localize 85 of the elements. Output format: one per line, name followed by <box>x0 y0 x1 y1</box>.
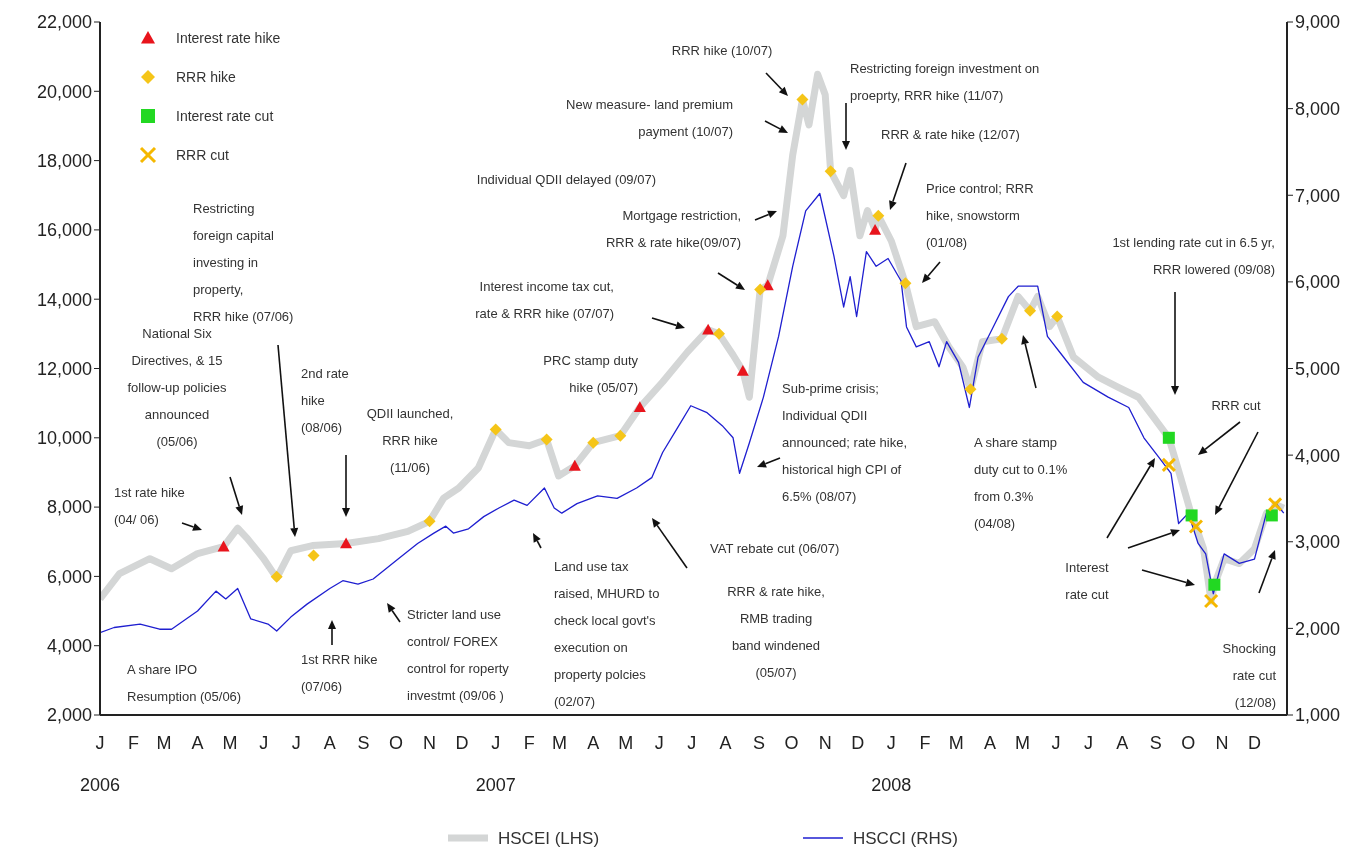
annotation: Stricter land use control/ FOREX control for roperty investmt (09/06 ) <box>407 606 510 703</box>
point <box>899 277 912 290</box>
point <box>1208 578 1221 591</box>
y-tick-label: 6,000 <box>46 566 92 587</box>
annotation: 1st rate hike (04/ 06) <box>114 484 185 527</box>
y-tick-label: 16,000 <box>36 220 92 241</box>
y-tick-label: 12,000 <box>36 358 92 379</box>
y-tick-label: 22,000 <box>36 12 92 33</box>
y2-tick-label: 6,000 <box>1295 272 1341 293</box>
point <box>307 549 320 562</box>
y-tick-label: 18,000 <box>36 150 92 171</box>
y2-tick-label: 2,000 <box>1295 618 1341 639</box>
annotation: New measure- land premium payment (10/07) <box>566 96 733 139</box>
annotation: Shocking rate cut (12/08) <box>1222 640 1277 710</box>
y-tick-label: 14,000 <box>36 289 92 310</box>
annotation: Interest income tax cut, rate & RRR hike (07/07) <box>475 278 614 321</box>
point <box>340 537 353 549</box>
y2-tick-label: 7,000 <box>1295 185 1341 206</box>
point <box>712 327 725 340</box>
annotation: RRR & rate hike, RMB trading band windened (05/07) <box>727 583 825 680</box>
point <box>964 383 977 396</box>
point <box>614 429 627 442</box>
annotation: Individual QDII delayed (09/07) <box>476 171 656 187</box>
annotation: RRR hike (10/07) <box>671 42 773 58</box>
annotation: A share stamp duty cut to 0.1% from 0.3% (04/08) <box>974 434 1068 531</box>
annotation: Sub-prime crisis; Individual QDII announced; rate hike, historical high CPI of 6.5% (08/07) <box>782 380 908 504</box>
point <box>1024 304 1037 317</box>
annotation: National Six Directives, & 15 follow-up policies announced (05/06) <box>127 325 227 449</box>
text: J F M A M J J A S O N D <box>491 733 865 753</box>
y-tick-label: 2,000 <box>46 705 92 726</box>
point <box>869 223 882 235</box>
annotation: QDII launched, RRR hike (11/06) <box>366 405 454 475</box>
y2-tick-label: 1,000 <box>1295 705 1341 726</box>
point <box>872 209 885 222</box>
annotation: Price control; RRR hike, snowstorm (01/08) <box>926 180 1034 250</box>
x-tick-label: 2006 <box>79 775 121 795</box>
annotation: Land use tax raised, MHURD to check local govt's execution on property polcies (02/07) <box>554 558 660 709</box>
point <box>1051 310 1064 323</box>
y2-tick-label: 8,000 <box>1295 99 1341 120</box>
y2-tick-label: 5,000 <box>1295 358 1341 379</box>
point <box>1162 431 1175 444</box>
y2-tick-label: 9,000 <box>1295 12 1341 33</box>
y-tick-label: 4,000 <box>46 636 92 657</box>
point <box>736 364 749 376</box>
legend-label: HSCEI (LHS) <box>498 828 600 848</box>
point <box>587 436 600 449</box>
text: J F M A M J J A S O N D <box>95 733 469 753</box>
point <box>1185 509 1198 522</box>
annotation: 1st lending rate cut in 6.5 yr, RRR lowered (09/08) <box>1112 234 1275 277</box>
annotation: 1st RRR hike (07/06) <box>301 651 378 694</box>
annotation: Restricting foreign investment on proeprty, RRR hike (11/07) <box>850 60 1040 103</box>
x-tick-label: 2007 <box>475 775 516 795</box>
legend-label: RRR cut <box>176 147 230 163</box>
legend-label: Interest rate cut <box>176 108 274 124</box>
annotation: Restricting foreign capital investing in property, RRR hike (07/06) <box>193 200 294 324</box>
annotation: RRR & rate hike (12/07) <box>881 126 1020 142</box>
point <box>270 570 283 583</box>
point <box>633 401 646 413</box>
point <box>995 332 1008 345</box>
y-tick-label: 8,000 <box>46 497 92 518</box>
text: J F M A M J J A S O N D <box>886 733 1261 753</box>
point <box>796 93 809 106</box>
y2-tick-label: 3,000 <box>1295 532 1341 553</box>
legend-label: Interest rate hike <box>176 30 281 46</box>
annotation: PRC stamp duty hike (05/07) <box>543 352 639 395</box>
y-tick-label: 10,000 <box>36 428 92 449</box>
point <box>568 459 581 471</box>
annotation: Mortgage restriction, RRR & rate hike(09/07) <box>605 207 741 250</box>
point <box>489 423 502 436</box>
annotation: RRR cut <box>1211 397 1261 413</box>
annotation: 2nd rate hike (08/06) <box>301 365 349 435</box>
point <box>824 165 837 178</box>
annotation: A share IPO Resumption (05/06) <box>127 661 242 704</box>
y-tick-label: 20,000 <box>36 81 92 102</box>
legend-label: HSCCI (RHS) <box>853 828 958 848</box>
annotation: Interest rate cut <box>1065 559 1110 602</box>
y2-tick-label: 4,000 <box>1295 445 1341 466</box>
point <box>540 433 553 446</box>
x-tick-label: 2008 <box>871 775 912 795</box>
point <box>1265 509 1278 522</box>
annotation: VAT rebate cut (06/07) <box>710 540 840 556</box>
point <box>423 515 436 528</box>
legend-label: RRR hike <box>176 69 237 85</box>
point <box>217 540 230 552</box>
point <box>754 283 767 296</box>
